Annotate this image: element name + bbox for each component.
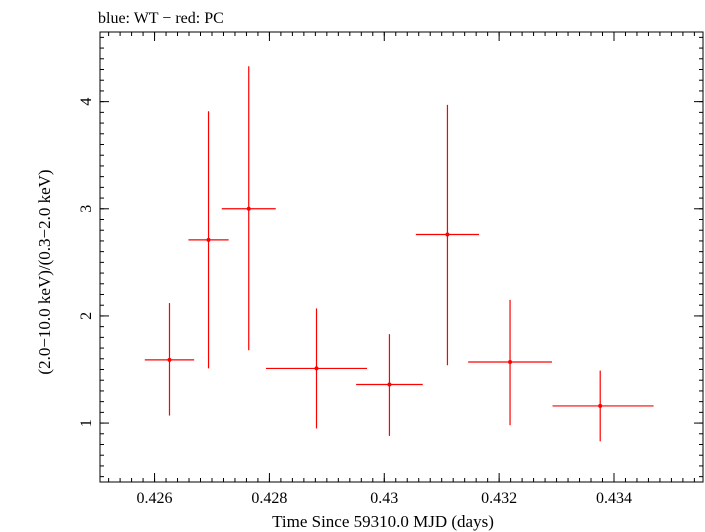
y-axis: 1 2 3 4 bbox=[78, 36, 703, 478]
x-tick-label: 0.432 bbox=[481, 490, 517, 507]
y-tick-label: 1 bbox=[78, 419, 95, 427]
point-marker bbox=[598, 403, 603, 408]
data-point bbox=[265, 308, 368, 429]
data-point bbox=[221, 66, 276, 351]
x-tick-label: 0.426 bbox=[137, 490, 173, 507]
plot-border bbox=[99, 31, 704, 483]
point-marker bbox=[508, 360, 513, 364]
point-marker bbox=[445, 232, 450, 237]
data-point bbox=[415, 104, 480, 366]
plot-frame bbox=[99, 31, 704, 483]
data-series bbox=[144, 66, 654, 442]
point-marker bbox=[167, 357, 172, 362]
series-pc bbox=[144, 66, 654, 442]
chart-title: blue: WT − red: PC bbox=[98, 10, 224, 27]
point-marker bbox=[387, 382, 392, 387]
y-tick-label: 4 bbox=[78, 98, 95, 106]
y-tick-label: 2 bbox=[78, 312, 95, 320]
point-marker bbox=[314, 366, 319, 371]
data-point bbox=[188, 111, 229, 369]
x-tick-label: 0.434 bbox=[596, 490, 632, 507]
x-tick-label: 0.43 bbox=[370, 490, 398, 507]
data-point bbox=[468, 299, 552, 426]
y-tick-label: 3 bbox=[78, 205, 95, 213]
y-axis-label: (2.0−10.0 keV)/(0.3−2.0 keV) bbox=[35, 169, 54, 374]
x-axis-label: Time Since 59310.0 MJD (days) bbox=[272, 512, 494, 531]
data-point bbox=[552, 370, 654, 442]
point-marker bbox=[246, 206, 251, 211]
x-axis: 0.426 0.428 0.43 0.432 0.434 bbox=[108, 32, 695, 507]
data-point bbox=[144, 303, 195, 416]
x-tick-label: 0.428 bbox=[251, 490, 287, 507]
data-point bbox=[356, 334, 423, 436]
point-marker bbox=[206, 237, 211, 242]
